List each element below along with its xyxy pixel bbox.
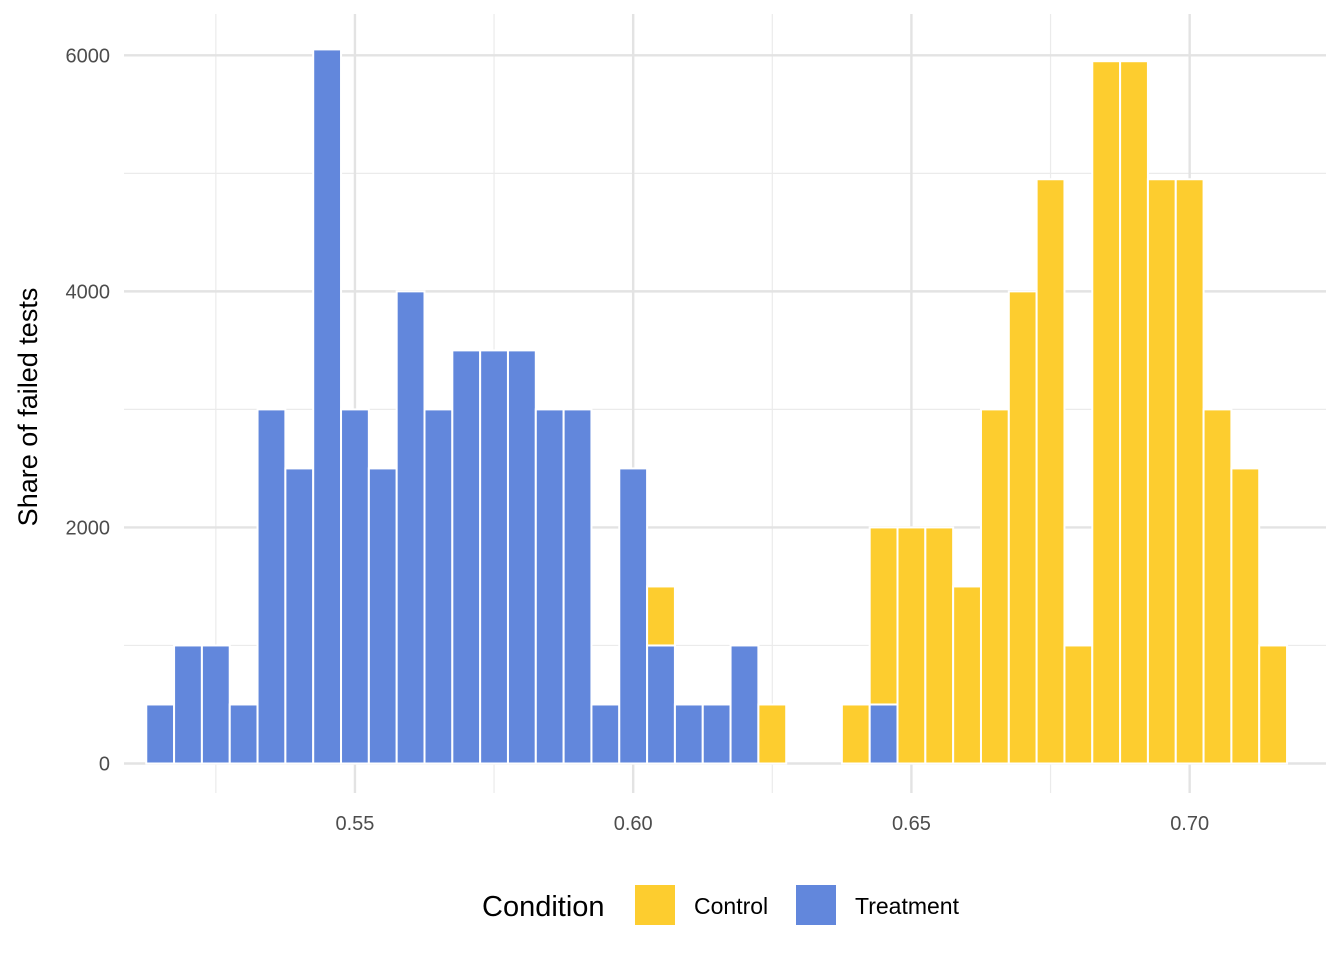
legend-label-control: Control <box>694 893 768 919</box>
bar-treatment-6 <box>312 48 343 765</box>
bar-treatment-17 <box>618 467 649 765</box>
bar-control-33 <box>1063 644 1094 765</box>
bar-control-31 <box>1007 290 1038 765</box>
bar-control-29 <box>952 585 982 765</box>
bar-treatment-2 <box>200 644 231 765</box>
bar-treatment-8 <box>367 467 398 765</box>
legend: Condition Control Treatment <box>482 885 960 925</box>
bar-control-26 <box>868 526 899 706</box>
x-axis-tick-labels: 0.55 0.60 0.65 0.70 <box>335 813 1209 835</box>
bar-control-37 <box>1174 178 1205 765</box>
bar-control-35 <box>1119 60 1149 765</box>
bar-control-38 <box>1202 408 1233 765</box>
legend-swatch-treatment <box>796 885 836 925</box>
bar-treatment-4 <box>256 408 287 765</box>
bar-treatment-13 <box>506 349 537 765</box>
x-tick-label: 0.55 <box>335 813 374 835</box>
bar-treatment-7 <box>340 408 370 765</box>
y-tick-label: 6000 <box>66 45 111 67</box>
bar-control-27 <box>896 526 927 765</box>
bar-control-30 <box>979 408 1010 765</box>
bar-control-40 <box>1258 644 1289 765</box>
bar-treatment-18 <box>646 644 676 765</box>
histogram-bars <box>145 48 1289 765</box>
bar-treatment-20 <box>701 703 732 765</box>
bar-control-22 <box>757 703 788 765</box>
bar-treatment-1 <box>173 644 203 765</box>
y-tick-label: 4000 <box>66 281 111 303</box>
bar-control-32 <box>1035 178 1066 765</box>
bar-treatment-3 <box>228 703 259 765</box>
y-axis-title: Share of failed tests <box>13 288 43 527</box>
bar-control-18 <box>646 585 676 647</box>
x-tick-label: 0.65 <box>892 813 931 835</box>
legend-swatch-control <box>635 885 675 925</box>
x-tick-label: 0.60 <box>614 813 653 835</box>
bar-treatment-26 <box>868 703 899 765</box>
legend-label-treatment: Treatment <box>855 893 960 919</box>
bar-treatment-0 <box>145 703 176 765</box>
bar-treatment-9 <box>395 290 426 765</box>
bar-control-39 <box>1230 467 1261 765</box>
bar-control-36 <box>1146 178 1177 765</box>
bar-control-25 <box>840 703 871 765</box>
x-tick-label: 0.70 <box>1170 813 1209 835</box>
bar-treatment-14 <box>534 408 565 765</box>
y-axis-tick-labels: 0 2000 4000 6000 <box>66 45 111 775</box>
bar-treatment-19 <box>673 703 704 765</box>
bar-treatment-21 <box>729 644 760 765</box>
bar-treatment-12 <box>479 349 509 765</box>
bar-control-34 <box>1091 60 1122 765</box>
legend-title: Condition <box>482 891 605 923</box>
y-tick-label: 2000 <box>66 517 111 539</box>
bar-treatment-16 <box>590 703 621 765</box>
bar-treatment-11 <box>451 349 482 765</box>
y-tick-label: 0 <box>99 753 110 775</box>
bar-control-28 <box>924 526 955 765</box>
bar-treatment-5 <box>284 467 315 765</box>
bar-treatment-10 <box>423 408 454 765</box>
bar-treatment-15 <box>562 408 593 765</box>
